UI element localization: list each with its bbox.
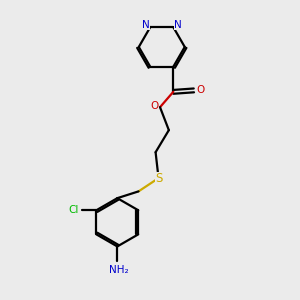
Text: S: S [155, 172, 162, 184]
Text: N: N [142, 20, 150, 30]
Text: O: O [196, 85, 205, 95]
Text: N: N [174, 20, 182, 30]
Text: NH₂: NH₂ [109, 265, 129, 275]
Text: O: O [150, 101, 158, 111]
Text: Cl: Cl [68, 205, 79, 215]
